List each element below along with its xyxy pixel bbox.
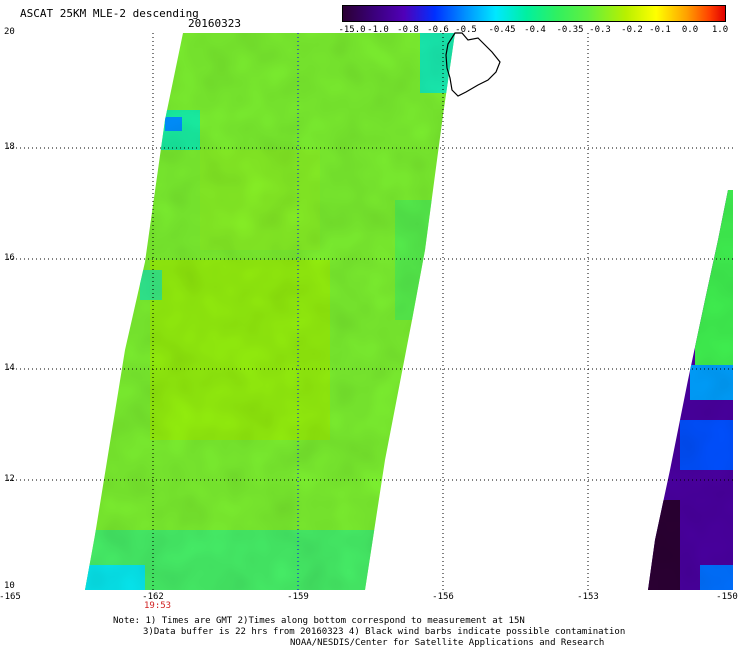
colorbar-label: -0.5 bbox=[455, 25, 477, 35]
colorbar-label: -0.6 bbox=[427, 25, 449, 35]
lat-label: 20 bbox=[4, 27, 15, 37]
lon-label: -162 bbox=[142, 592, 164, 602]
colorbar-label: -0.3 bbox=[589, 25, 611, 35]
lat-label: 14 bbox=[4, 363, 15, 373]
colorbar-labels: -15.0 -1.0 -0.8 -0.6 -0.5 -0.45 -0.4 -0.… bbox=[330, 25, 730, 37]
colorbar-label: 1.0 bbox=[711, 25, 729, 35]
coastline bbox=[445, 32, 501, 97]
colorbar-label: -0.8 bbox=[397, 25, 419, 35]
lon-label: -156 bbox=[432, 592, 454, 602]
colorbar-gradient bbox=[343, 6, 725, 21]
product-title: ASCAT 25KM MLE-2 descending bbox=[20, 7, 199, 20]
colorbar-label: -0.2 bbox=[621, 25, 643, 35]
note-line: 3)Data buffer is 22 hrs from 20160323 4)… bbox=[143, 627, 626, 637]
note-line: NOAA/NESDIS/Center for Satellite Applica… bbox=[290, 638, 605, 648]
colorbar-label: -0.4 bbox=[524, 25, 546, 35]
lon-label: -159 bbox=[287, 592, 309, 602]
colorbar bbox=[342, 5, 726, 22]
lon-label: -153 bbox=[577, 592, 599, 602]
lat-label: 16 bbox=[4, 253, 15, 263]
graticule bbox=[8, 33, 733, 590]
colorbar-label: 0.0 bbox=[681, 25, 699, 35]
lon-label: -165 bbox=[0, 592, 21, 602]
product-date: 20160323 bbox=[188, 17, 241, 30]
colorbar-label: -15.0 bbox=[338, 25, 366, 35]
pass-time-label: 19:53 bbox=[144, 601, 172, 611]
lat-label: 18 bbox=[4, 142, 15, 152]
lat-label: 12 bbox=[4, 474, 15, 484]
colorbar-label: -0.35 bbox=[556, 25, 584, 35]
colorbar-label: -0.45 bbox=[488, 25, 516, 35]
colorbar-label: -0.1 bbox=[649, 25, 671, 35]
lat-label: 10 bbox=[4, 581, 15, 591]
colorbar-label: -1.0 bbox=[367, 25, 389, 35]
lon-label: -150 bbox=[716, 592, 738, 602]
note-line: Note: 1) Times are GMT 2)Times along bot… bbox=[113, 616, 525, 626]
